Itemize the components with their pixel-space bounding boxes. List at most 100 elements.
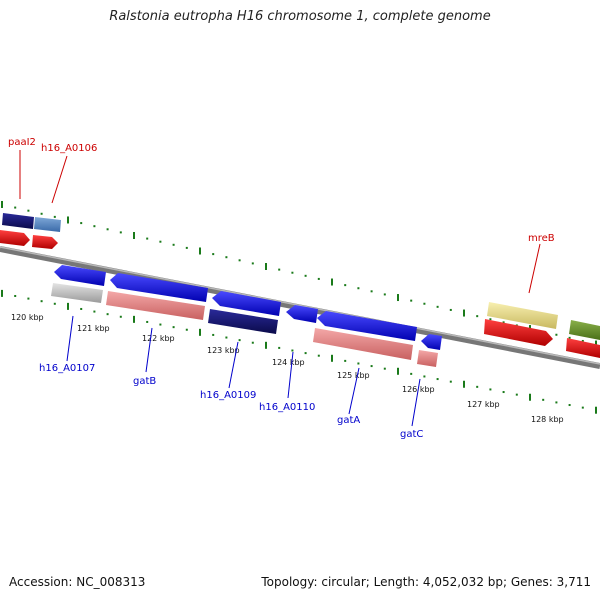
gene-label-mreB[interactable]: mreB [528,233,555,244]
ruler-dot [515,393,518,396]
gene-gatA-feature[interactable] [317,311,417,341]
gene-label-h16_A0109[interactable]: h16_A0109 [200,390,256,401]
tick-label: 121 kbp [77,324,110,333]
ruler-dot [304,352,307,355]
ruler-dot [344,359,347,362]
gene-label-h16_A0110[interactable]: h16_A0110 [259,402,315,413]
ruler-dot [410,372,413,375]
ruler-dot [383,367,386,370]
tick-label: 122 kbp [142,334,175,343]
ruler-dot [489,388,492,391]
ruler-dot [542,398,545,401]
ruler-dot [14,206,17,209]
ruler-dot [146,237,149,240]
gene-gatA-bar[interactable] [313,328,413,360]
ruler-dot [449,380,452,383]
ruler-dot [225,336,228,339]
gene-red-3-feature[interactable] [484,319,553,346]
gene-gatC-bar[interactable] [417,350,438,367]
ruler-dot [80,307,83,310]
genome-summary-text: Topology: circular; Length: 4,052,032 bp… [261,575,591,589]
ruler-dot [502,321,505,324]
ruler-dot [159,240,162,243]
gene-label-h16_A0106[interactable]: h16_A0106 [41,143,97,154]
reverse-genes [51,265,442,367]
ruler-dot [476,315,479,318]
ruler-dot [476,385,479,388]
ruler-dot [581,406,584,409]
ruler-dot [304,274,307,277]
ruler-dot [185,328,188,331]
tick-label: 128 kbp [531,415,564,424]
ruler-dot [383,293,386,296]
gene-label-gatA[interactable]: gatA [337,415,360,426]
ruler-dot [489,318,492,321]
gene-label-h16_A0107[interactable]: h16_A0107 [39,363,95,374]
ruler-dot [238,339,241,342]
accession-text: Accession: NC_008313 [9,575,146,589]
ruler-dot [278,346,281,349]
ruler-dot [291,349,294,352]
ruler-dot [357,362,360,365]
tick-label: 124 kbp [272,358,305,367]
ruler-dot [27,209,30,212]
gene-h16_A0107-bar[interactable] [51,283,103,303]
ruler-dot [159,323,162,326]
gene-gatC-feature[interactable] [421,334,442,350]
gene-gatB-feature[interactable] [110,273,208,302]
gene-h16_A0106-feature[interactable] [34,217,61,232]
gene-mreB-feature[interactable] [487,302,558,329]
ruler-dot [555,401,558,404]
gene-h16_A0109-bar[interactable] [208,309,278,334]
gene-olive-feature[interactable] [569,320,600,340]
ruler-dot [555,333,558,336]
tick-label: 123 kbp [207,346,240,355]
gene-label-gatC[interactable]: gatC [400,429,423,440]
ruler-dot [53,302,56,305]
ruler-dot [212,333,215,336]
gene-h16_A0107-feature[interactable] [54,265,106,286]
tick-label: 125 kbp [337,371,370,380]
ruler-dot [185,246,188,249]
ruler-dot [423,375,426,378]
ruler-dot [291,271,294,274]
ruler-dot [581,339,584,342]
ruler-dot [410,299,413,302]
ruler-dot [225,256,228,259]
tick-label: 120 kbp [11,313,44,322]
ruler-dot [80,222,83,225]
ruler-dot [317,354,320,357]
ruler-dot [93,310,96,313]
ruler-dot [251,341,254,344]
ruler-dot [53,215,56,218]
gene-red-2-feature[interactable] [32,235,58,249]
gene-h16_A0110-feature[interactable] [286,305,318,323]
ruler-dot [370,365,373,368]
ruler-dot [172,326,175,329]
ruler-dot [106,313,109,316]
forward-genes [0,213,600,358]
ruler-dot [119,315,122,318]
ruler-dot [370,290,373,293]
gene-labels: paaI2 h16_A0106 mreB h16_A0107 gatB h16_… [8,137,555,440]
tick-label: 127 kbp [467,400,500,409]
ruler-dot [93,225,96,228]
gene-gatB-bar[interactable] [106,291,205,320]
ruler-dot [119,231,122,234]
gene-red-1-feature[interactable] [0,230,30,246]
gene-paaI2-feature[interactable] [2,213,34,229]
ruler-dot [212,253,215,256]
ruler-dot [146,320,149,323]
gene-red-4-feature[interactable] [566,338,600,358]
ruler-dot [568,404,571,407]
map-title: Ralstonia eutropha H16 chromosome 1, com… [109,9,491,24]
ruler-dot [502,391,505,394]
ruler-dot [449,308,452,311]
ruler-dot [238,259,241,262]
gene-label-paaI2[interactable]: paaI2 [8,137,36,148]
gene-label-gatB[interactable]: gatB [133,376,156,387]
ruler-dot [251,262,254,265]
ruler-dot [344,284,347,287]
gene-h16_A0109-feature[interactable] [212,291,281,316]
